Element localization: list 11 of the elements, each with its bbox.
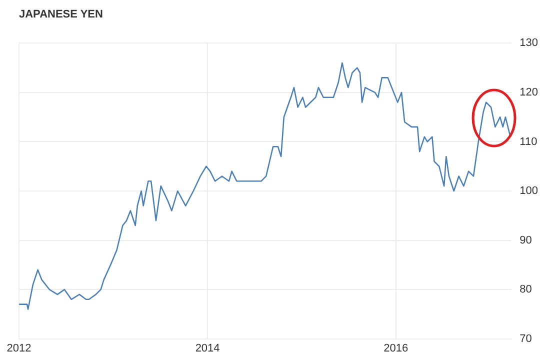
y-tick-label: 130 [520, 37, 538, 50]
chart-title: JAPANESE YEN [19, 8, 104, 21]
x-tick-label: 2014 [195, 342, 220, 354]
y-tick-label: 90 [520, 234, 532, 246]
y-tick-label: 110 [520, 136, 538, 148]
x-tick-label: 2016 [384, 342, 408, 354]
y-tick-label: 120 [520, 86, 538, 98]
y-tick-label: 70 [520, 332, 532, 345]
y-tick-label: 100 [520, 185, 538, 198]
y-tick-label: 80 [520, 284, 532, 296]
x-tick-label: 2012 [6, 342, 32, 354]
